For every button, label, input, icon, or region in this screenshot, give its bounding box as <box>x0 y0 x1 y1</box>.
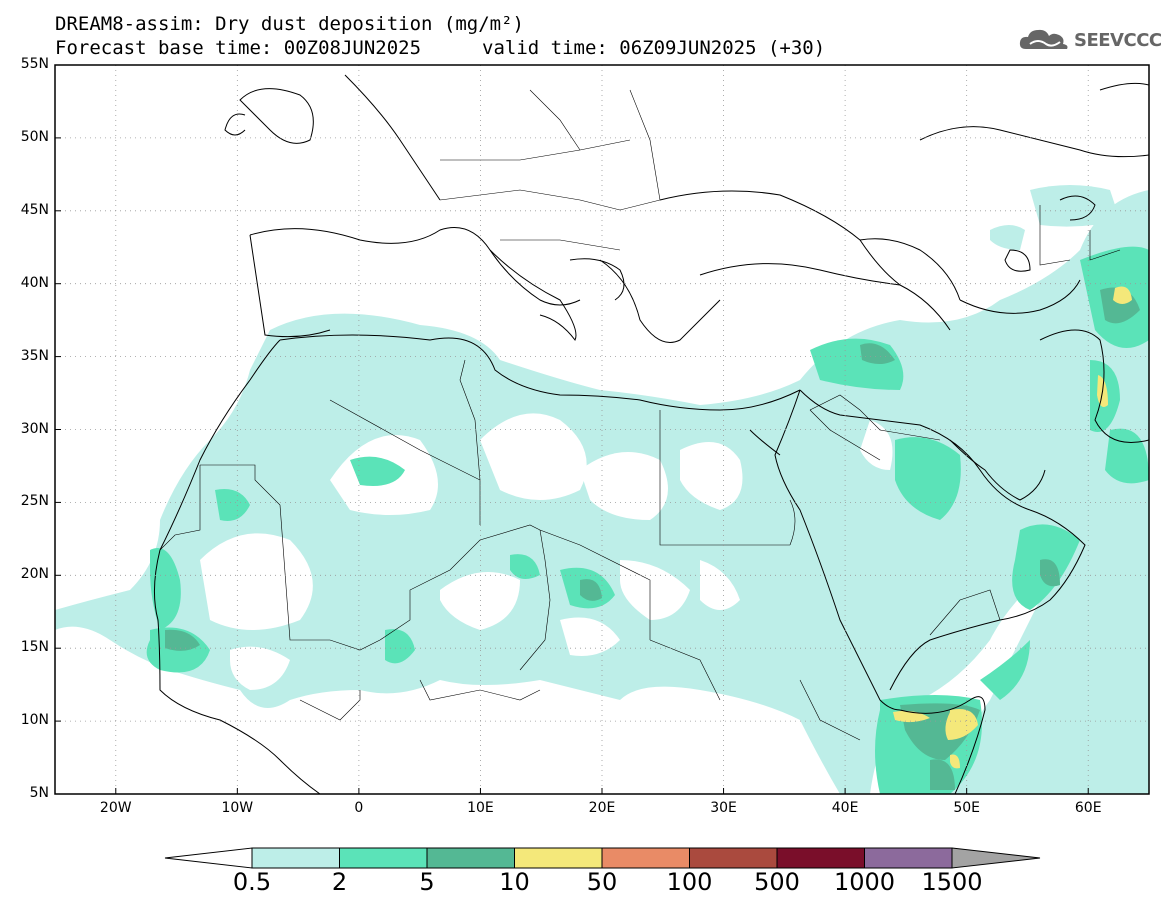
coastlines <box>153 74 1149 794</box>
colorbar-label: 100 <box>666 868 713 896</box>
colorbar-label: 2 <box>331 868 348 896</box>
colorbar-swatch <box>514 847 603 869</box>
lat-label: 5N <box>29 785 49 801</box>
lat-label: 15N <box>20 639 49 656</box>
colorbar-swatch <box>339 847 428 869</box>
colorbar-swatch <box>426 847 515 869</box>
valid-time: valid time: 06Z09JUN2025 (+30) <box>482 37 826 59</box>
colorbar-swatch <box>601 847 690 869</box>
seevccc-logo: SEEVCCC <box>1018 27 1162 53</box>
lat-label: 55N <box>20 56 49 72</box>
lon-label: 60E <box>1074 800 1102 816</box>
colorbar-label: 500 <box>754 868 800 896</box>
lon-label: 40E <box>831 800 859 816</box>
lat-label: 40N <box>20 274 49 291</box>
lat-label: 30N <box>20 420 49 437</box>
colorbar-swatch <box>689 847 778 869</box>
lat-label: 25N <box>20 493 49 510</box>
lon-label: 0 <box>354 800 364 816</box>
colorbar-high-arrow <box>951 847 1041 869</box>
logo-text: SEEVCCC <box>1074 29 1162 51</box>
colorbar-label: 0.5 <box>232 868 272 896</box>
map-title: DREAM8-assim: Dry dust deposition (mg/m²… <box>55 13 524 35</box>
colorbar-label: 10 <box>499 868 530 896</box>
lon-label: 20E <box>588 800 616 816</box>
lon-label: 50E <box>953 800 980 816</box>
dust-shading <box>55 185 1149 794</box>
colorbar-low-arrow <box>164 847 253 869</box>
colorbar-swatch <box>251 847 340 869</box>
cloud-icon <box>1019 29 1068 49</box>
country-borders <box>159 89 1121 741</box>
colorbar-label: 5 <box>419 868 435 896</box>
colorbar-label: 1000 <box>833 868 896 896</box>
colorbar-swatch <box>776 847 865 869</box>
lat-label: 45N <box>20 201 49 218</box>
forecast-base-time: Forecast base time: 00Z08JUN2025 <box>55 37 422 59</box>
lat-label: 10N <box>20 712 49 729</box>
lon-label: 30E <box>710 800 737 816</box>
lon-label: 10E <box>467 800 494 816</box>
lat-label: 50N <box>20 128 49 145</box>
colorbar-swatch <box>864 847 953 869</box>
lon-label: 10W <box>221 800 254 816</box>
colorbar-label: 1500 <box>921 868 983 896</box>
colorbar <box>164 847 1041 869</box>
lon-label: 20W <box>99 800 132 816</box>
axis-ticks <box>55 64 1089 795</box>
colorbar-label: 50 <box>586 868 618 896</box>
lat-label: 35N <box>20 347 49 364</box>
lat-label: 20N <box>20 566 49 583</box>
